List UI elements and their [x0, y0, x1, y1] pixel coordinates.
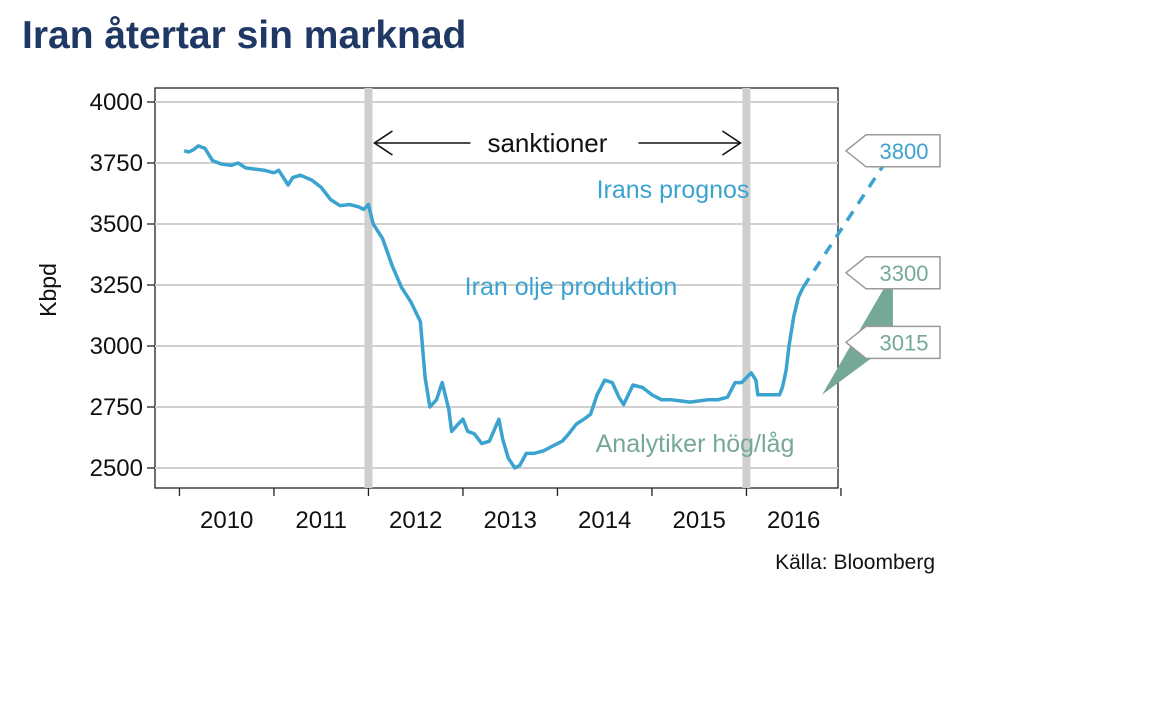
annotation-forecast: Irans prognos [597, 176, 750, 204]
x-tick-label-2016: 2016 [767, 507, 820, 534]
x-tick-label-2015: 2015 [673, 507, 726, 534]
x-tick-label-2013: 2013 [484, 507, 537, 534]
annotations: Irans prognos Iran olje produktion Analyti… [465, 176, 935, 574]
y-tick-label-3750: 3750 [90, 150, 143, 177]
y-tick-label-3250: 3250 [90, 272, 143, 299]
y-tick-label-4000: 4000 [90, 89, 143, 116]
y-tick-label-3000: 3000 [90, 333, 143, 360]
x-tick-label-2010: 2010 [200, 507, 253, 534]
grid-lines [155, 101, 838, 469]
y-tick-label-2750: 2750 [90, 394, 143, 421]
value-callouts: 3800 3300 3015 [844, 134, 941, 360]
callout-label-3015: 3015 [880, 330, 929, 355]
callout-label-3800: 3800 [880, 139, 929, 164]
callout-tag-3300 [844, 256, 941, 290]
sanction-period: sanktioner [364, 88, 751, 488]
y-axis-label: Kbpd [35, 263, 61, 317]
y-tick-label-3500: 3500 [90, 211, 143, 238]
data-series [183, 144, 895, 470]
annotation-band: Analytiker hög/låg [596, 430, 795, 458]
sanction-label: sanktioner [487, 128, 607, 158]
forecast-line [801, 149, 895, 289]
y-tick-label-2500: 2500 [90, 455, 143, 482]
callout-tag-3015 [844, 325, 941, 360]
page-title: Iran återtar sin marknad [22, 14, 467, 57]
callout-tag-3800 [844, 134, 941, 168]
callout-label-3300: 3300 [880, 261, 929, 286]
sanction-arrow-right-head [722, 130, 742, 156]
x-tick-label-2011: 2011 [295, 507, 347, 534]
x-tick-label-2014: 2014 [578, 507, 631, 534]
x-tick-label-2012: 2012 [389, 507, 442, 534]
production-line [183, 144, 805, 470]
sanction-arrow-left-head [373, 130, 393, 156]
annotation-production: Iran olje produktion [465, 273, 678, 301]
axes: 4000 3750 3500 3250 3000 2750 2500 Kbpd 2010 2011… [35, 89, 842, 534]
source-label: Källa: Bloomberg [775, 551, 935, 574]
